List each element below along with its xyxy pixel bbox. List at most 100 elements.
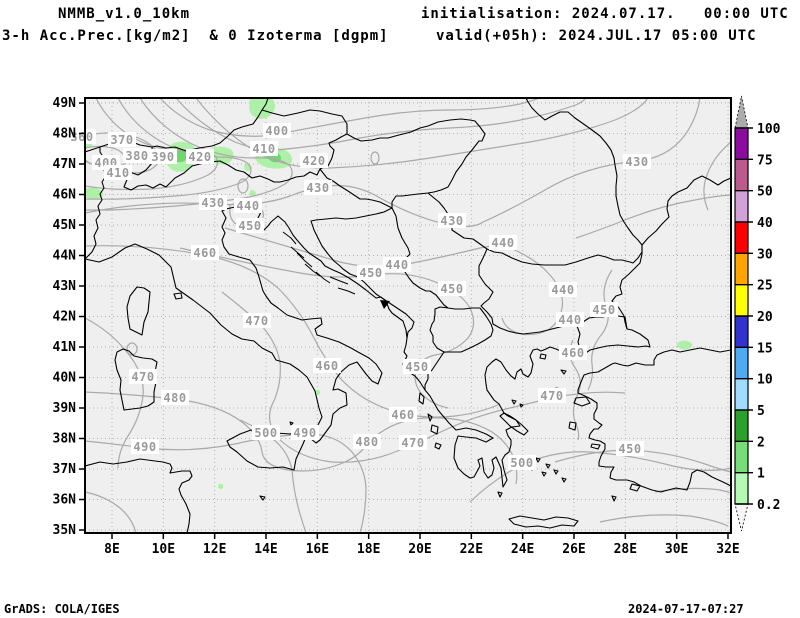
- islands: [114, 286, 641, 529]
- contour-label: 490: [293, 426, 316, 440]
- x-axis-label: 8E: [104, 542, 120, 557]
- contour-label-box: [403, 359, 431, 374]
- colorbar-block: [735, 378, 748, 411]
- contour-label-box: [353, 434, 381, 449]
- contour-label: 400: [265, 124, 288, 138]
- y-axis-label: 35N: [53, 523, 77, 538]
- contour-label: 370: [110, 133, 133, 147]
- contour-label-box: [300, 153, 328, 168]
- contour-label-box: [263, 123, 291, 138]
- colorbar-block: [735, 410, 748, 442]
- contour-label: 440: [491, 236, 514, 250]
- y-axis-label: 39N: [53, 401, 77, 416]
- contour-label-box: [389, 407, 417, 422]
- model-title: NMMB_v1.0_10km: [58, 6, 191, 22]
- colorbar-label: 1: [757, 467, 765, 482]
- grads-credit: GrADS: COLA/IGES: [4, 602, 120, 616]
- contour-label: 450: [238, 219, 261, 233]
- anatolia-coastline: [577, 347, 731, 493]
- contour-label-box: [559, 345, 587, 360]
- contour-label-box: [236, 218, 264, 233]
- contour-label-box: [556, 312, 584, 327]
- colorbar-block: [735, 441, 748, 473]
- y-axis-label: 47N: [53, 157, 77, 172]
- contour-label-box: [131, 439, 159, 454]
- contour-label-box: [399, 435, 427, 450]
- precip-patch: [249, 98, 276, 119]
- y-axis-label: 38N: [53, 432, 77, 447]
- africa-coastline: [85, 458, 193, 533]
- contour-label: 420: [302, 154, 325, 168]
- station-marker: [380, 300, 390, 309]
- contour-label: 480: [355, 435, 378, 449]
- contour-label: 430: [440, 214, 463, 228]
- colorbar-block: [735, 347, 748, 379]
- colorbar-block: [735, 128, 748, 160]
- adriatic-island-slivers: [282, 231, 356, 295]
- contour-label: 470: [245, 314, 268, 328]
- contour-label-box: [489, 235, 517, 250]
- contour-label-box: [549, 282, 577, 297]
- contour-label: 500: [510, 456, 533, 470]
- contour-label: 460: [561, 346, 584, 360]
- contour-label-box: [123, 148, 151, 163]
- colorbar-label: 75: [757, 153, 773, 168]
- contour-label: 480: [163, 391, 186, 405]
- contour-label-box: [129, 369, 157, 384]
- precip-patch: [676, 340, 693, 350]
- contour-label: 460: [315, 359, 338, 373]
- contour-label-box: [623, 154, 651, 169]
- colorbar-over-arrow: [734, 95, 749, 129]
- contour-label-box: [186, 149, 214, 164]
- contour-label-box: [383, 257, 411, 272]
- colorbar-label: 15: [757, 341, 773, 356]
- colorbar-label: 50: [757, 185, 773, 200]
- contour-label: 470: [401, 436, 424, 450]
- contour-label: 430: [306, 181, 329, 195]
- creation-timestamp: 2024-07-17-07:27: [628, 602, 744, 616]
- contour-label: 430: [201, 196, 224, 210]
- contour-label: 500: [254, 426, 277, 440]
- precip-patch: [250, 190, 256, 197]
- contour-label: 450: [405, 360, 428, 374]
- contour-label: 410: [252, 142, 275, 156]
- colorbar-block: [735, 159, 748, 191]
- y-axis-label: 49N: [53, 96, 77, 111]
- field-title: 3-h Acc.Prec.[kg/m2] & 0 Izoterma [dgpm]: [2, 28, 389, 44]
- colorbar-block: [735, 284, 748, 317]
- init-time: initialisation: 2024.07.17. 00:00 UTC: [421, 6, 789, 22]
- x-axis-label: 12E: [203, 542, 226, 557]
- x-axis-label: 30E: [665, 542, 688, 557]
- contour-label: 450: [618, 442, 641, 456]
- contour-label-box: [616, 441, 644, 456]
- contour-label-box: [590, 302, 618, 317]
- contour-label-box: [68, 129, 96, 144]
- x-axis-label: 32E: [716, 542, 739, 557]
- map-frame: [84, 97, 732, 534]
- contour-label-box: [108, 132, 136, 147]
- y-axis-label: 37N: [53, 462, 77, 477]
- contour-label: 390: [151, 150, 174, 164]
- y-axis-label: 36N: [53, 493, 77, 508]
- x-axis-label: 10E: [152, 542, 175, 557]
- precip-patch: [315, 389, 321, 396]
- y-axis-label: 41N: [53, 340, 77, 355]
- x-axis-label: 16E: [306, 542, 329, 557]
- x-axis-label: 26E: [562, 542, 585, 557]
- contour-label-box: [234, 198, 262, 213]
- contour-label: 440: [558, 313, 581, 327]
- contour-label: 430: [625, 155, 648, 169]
- contour-label-box: [357, 265, 385, 280]
- contour-label-box: [538, 388, 566, 403]
- contour-label-box: [243, 313, 271, 328]
- contour-label: 450: [592, 303, 615, 317]
- x-axis-label: 14E: [254, 542, 277, 557]
- precip-patch: [85, 187, 104, 200]
- precip-patch: [218, 483, 224, 490]
- y-axis-label: 44N: [53, 249, 77, 264]
- colorbar-label: 5: [757, 404, 765, 419]
- contour-label: 410: [106, 166, 129, 180]
- colorbar-label: 25: [757, 279, 773, 294]
